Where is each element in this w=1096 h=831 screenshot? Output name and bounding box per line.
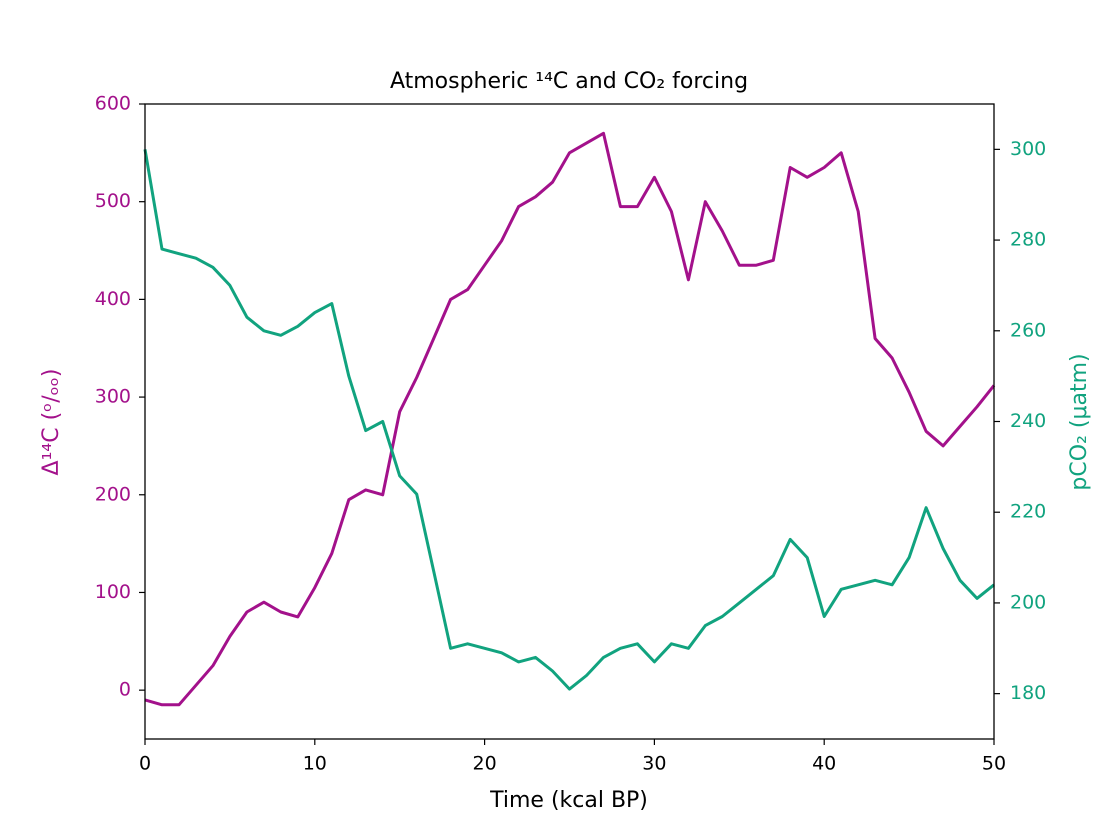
- y-tick-label: 400: [95, 288, 131, 310]
- y2-tick-label: 200: [1010, 591, 1046, 613]
- y2-tick-label: 280: [1010, 229, 1046, 251]
- x-tick-label: 20: [473, 753, 497, 775]
- x-tick-label: 50: [982, 753, 1006, 775]
- y-tick-label: 300: [95, 386, 131, 408]
- y2-tick-label: 240: [1010, 410, 1046, 432]
- chart-title: Atmospheric ¹⁴C and CO₂ forcing: [390, 69, 748, 94]
- y-tick-label: 100: [95, 581, 131, 603]
- y2-tick-label: 300: [1010, 138, 1046, 160]
- y2-tick-label: 260: [1010, 319, 1046, 341]
- x-axis-label: Time (kcal BP): [489, 788, 648, 813]
- y2-axis-label: pCO₂ (μatm): [1067, 353, 1092, 490]
- y-axis-label: Δ¹⁴C (ᵒ/ₒₒ): [39, 369, 64, 476]
- data-line: [143, 149, 995, 691]
- y2-tick-label: 220: [1010, 501, 1046, 523]
- y2-tick-label: 180: [1010, 682, 1046, 704]
- x-tick-label: 0: [139, 753, 151, 775]
- y-tick-label: 200: [95, 483, 131, 505]
- x-tick-label: 40: [812, 753, 836, 775]
- x-tick-label: 10: [303, 753, 327, 775]
- x-tick-label: 30: [642, 753, 666, 775]
- data-line: [144, 131, 996, 707]
- y-tick-label: 500: [95, 190, 131, 212]
- y-tick-label: 600: [95, 93, 131, 115]
- y-tick-label: 0: [119, 679, 131, 701]
